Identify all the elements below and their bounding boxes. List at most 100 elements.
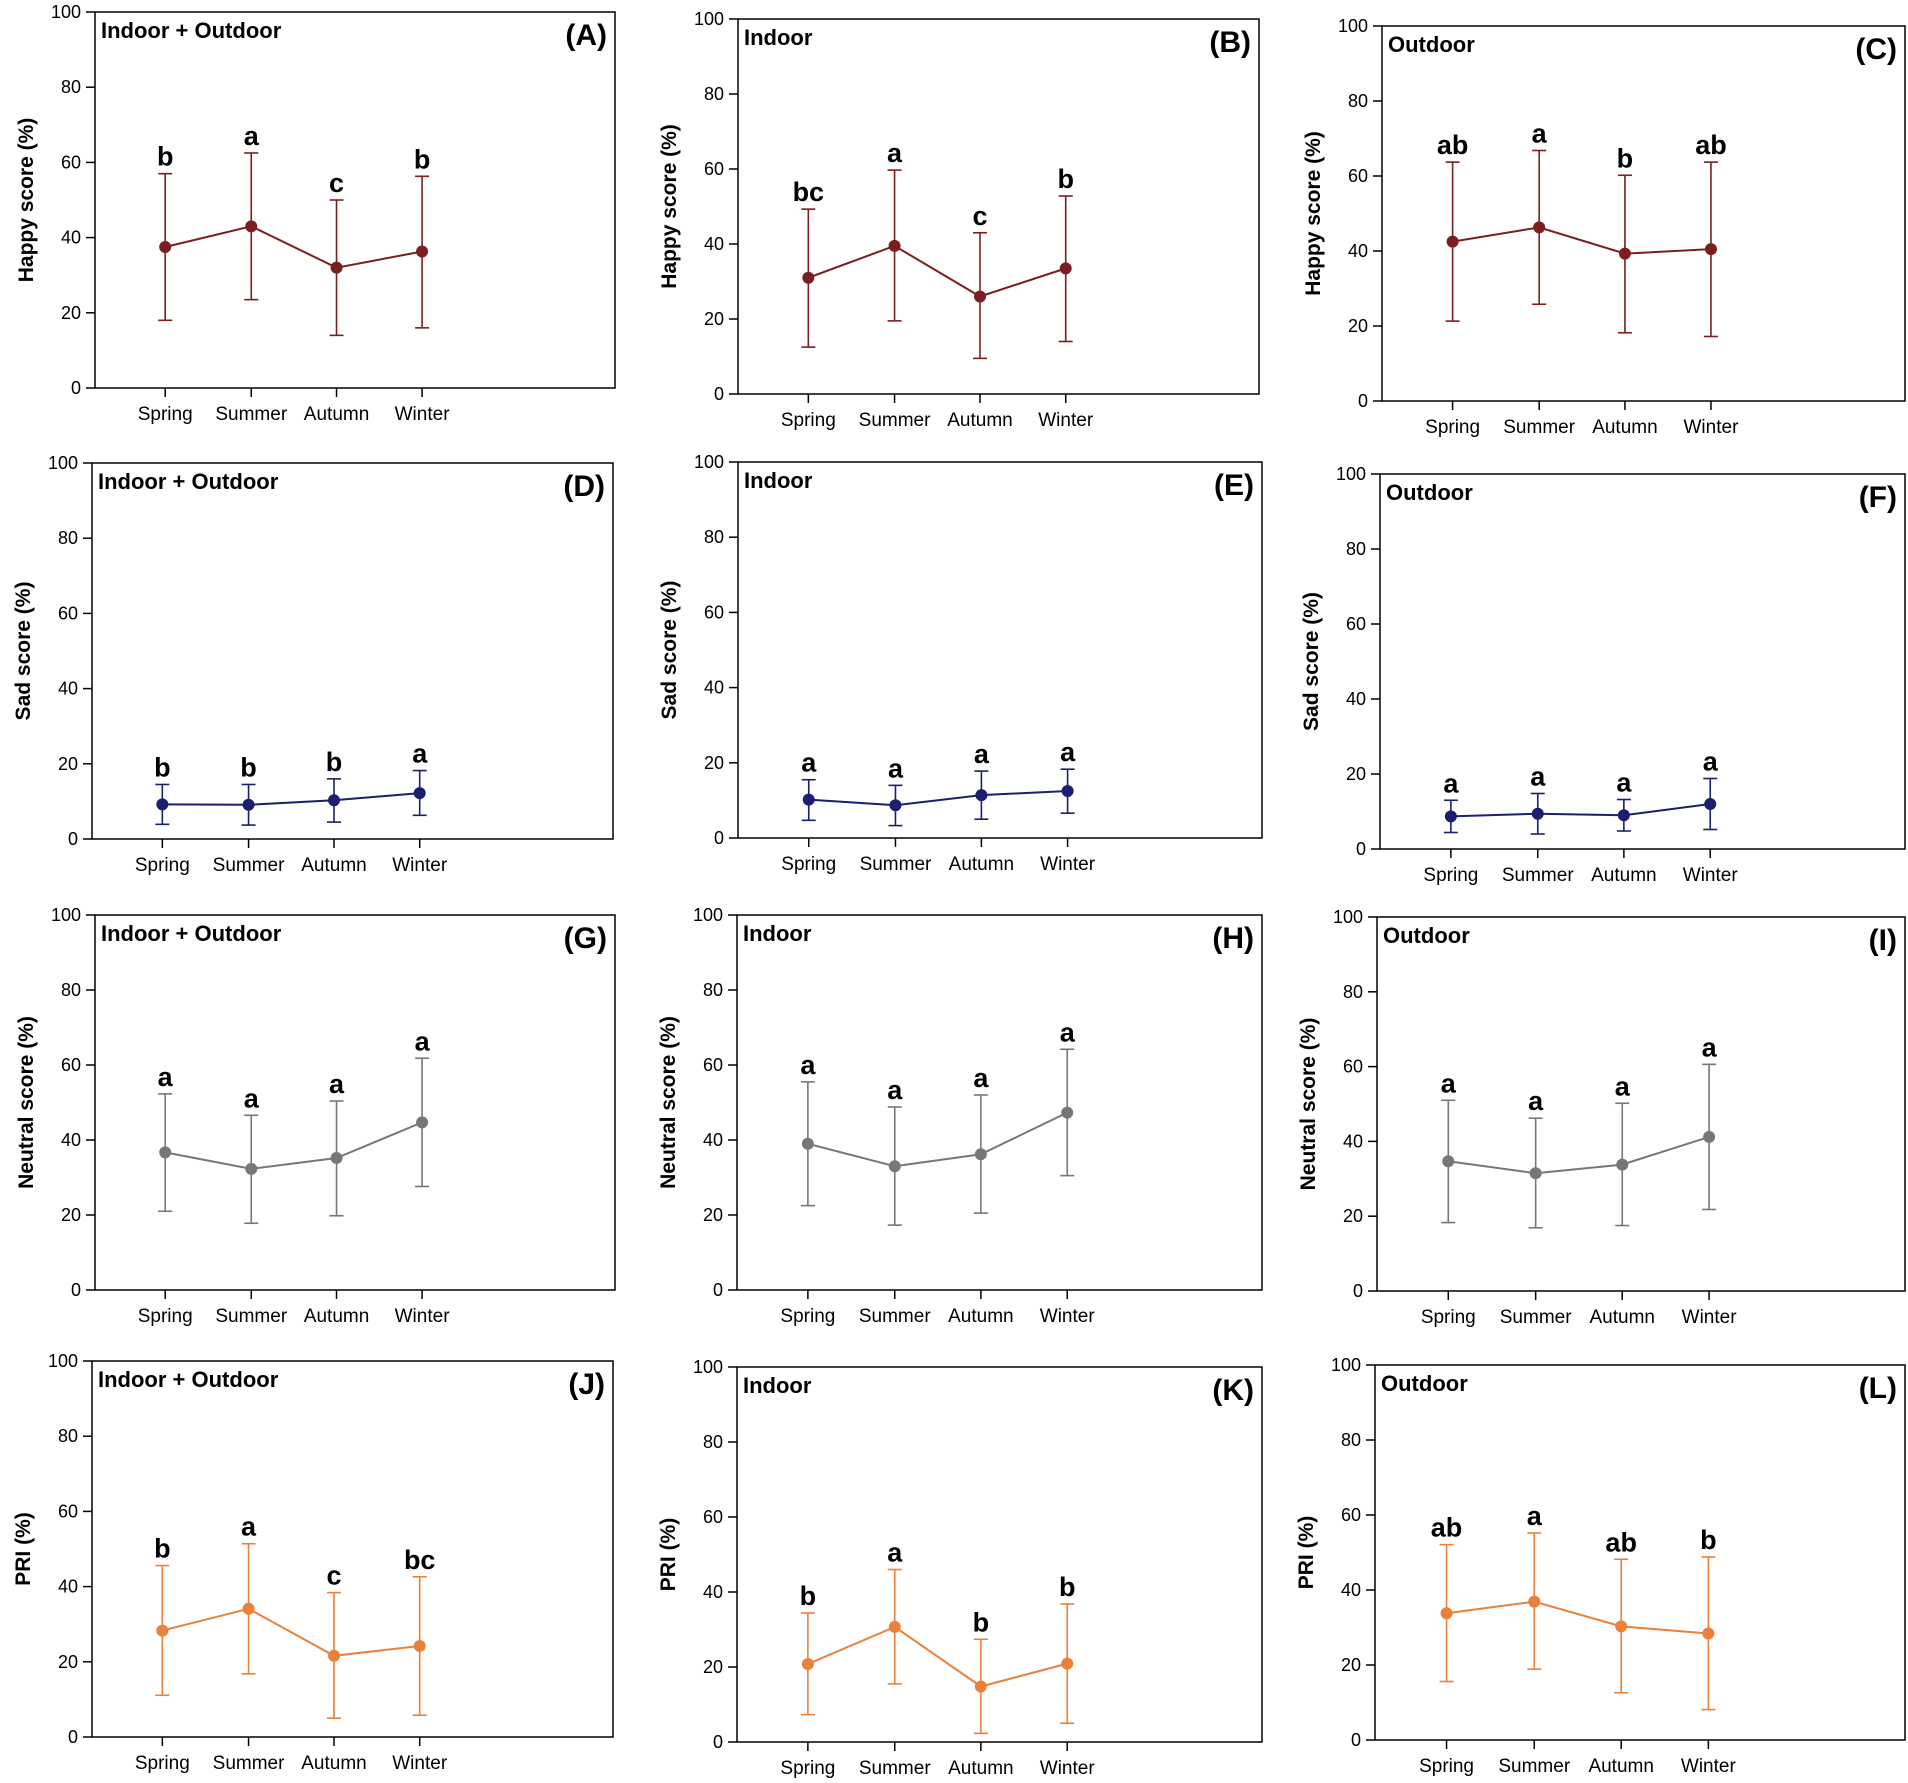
x-tick-label: Autumn — [948, 1758, 1013, 1779]
y-tick-label: 40 — [58, 1577, 78, 1597]
data-point — [160, 1147, 171, 1158]
significance-letter: b — [414, 144, 431, 174]
y-tick-label: 40 — [704, 678, 724, 698]
data-point — [157, 799, 168, 810]
panel-group-title: Indoor + Outdoor — [101, 18, 282, 43]
y-tick-label: 20 — [703, 1205, 723, 1225]
x-tick-label: Spring — [1419, 1756, 1474, 1777]
x-tick-label: Spring — [138, 1306, 193, 1327]
panel-label: (K) — [1212, 1374, 1254, 1407]
data-point — [1441, 1608, 1452, 1619]
y-tick-label: 60 — [703, 1055, 723, 1075]
data-point — [157, 1625, 168, 1636]
y-tick-label: 0 — [1351, 1730, 1361, 1750]
panel-label: (D) — [563, 470, 605, 503]
significance-letter: a — [1527, 1501, 1543, 1531]
y-tick-label: 40 — [1343, 1131, 1363, 1151]
data-point — [329, 795, 340, 806]
panel-group-title: Indoor + Outdoor — [101, 921, 282, 946]
data-point — [1617, 1159, 1628, 1170]
series-line — [165, 1122, 422, 1169]
y-tick-label: 20 — [703, 1657, 723, 1677]
y-axis-label: Neutral score (%) — [657, 1016, 680, 1189]
y-tick-label: 60 — [703, 1507, 723, 1527]
panel-j: 0 20 40 60 80 100 Spring Summer Autumn Winter PRI … — [12, 1351, 613, 1774]
data-point — [975, 1681, 986, 1692]
y-tick-label: 100 — [48, 453, 78, 473]
y-tick-label: 100 — [694, 9, 724, 29]
y-tick-label: 60 — [1341, 1505, 1361, 1525]
x-tick-label: Spring — [138, 404, 193, 425]
data-point — [417, 246, 428, 257]
x-tick-label: Autumn — [304, 404, 369, 425]
significance-letter: a — [158, 1062, 174, 1092]
y-tick-label: 100 — [48, 1351, 78, 1371]
data-point — [1443, 1156, 1454, 1167]
x-tick-label: Summer — [1503, 417, 1575, 438]
series-line — [162, 793, 419, 805]
x-tick-label: Winter — [395, 1306, 451, 1327]
data-point — [1532, 808, 1543, 819]
y-tick-label: 20 — [61, 303, 81, 323]
y-tick-label: 80 — [58, 528, 78, 548]
y-tick-label: 40 — [61, 1130, 81, 1150]
data-point — [243, 799, 254, 810]
y-tick-label: 80 — [1348, 91, 1368, 111]
significance-letter: a — [1615, 1071, 1631, 1101]
y-tick-label: 60 — [61, 1055, 81, 1075]
y-tick-label: 100 — [51, 905, 81, 925]
data-point — [976, 790, 987, 801]
y-tick-label: 20 — [1343, 1206, 1363, 1226]
significance-letter: b — [800, 1581, 817, 1611]
y-tick-label: 100 — [51, 2, 81, 22]
x-tick-label: Winter — [1040, 1306, 1096, 1327]
significance-letter: a — [1060, 1017, 1076, 1047]
data-point — [1616, 1621, 1627, 1632]
significance-letter: c — [326, 1561, 341, 1591]
x-tick-label: Summer — [213, 1753, 285, 1774]
y-tick-label: 100 — [1338, 16, 1368, 36]
y-tick-label: 0 — [1358, 391, 1368, 411]
y-axis-label: PRI (%) — [12, 1512, 35, 1586]
panel-group-title: Indoor + Outdoor — [98, 1367, 279, 1392]
x-tick-label: Winter — [1040, 1758, 1096, 1779]
data-point — [1062, 1107, 1073, 1118]
x-tick-label: Autumn — [301, 1753, 366, 1774]
significance-letter: bc — [793, 177, 825, 207]
y-tick-label: 60 — [1346, 614, 1366, 634]
plot-frame — [1380, 474, 1905, 849]
y-axis-label: Happy score (%) — [15, 118, 38, 283]
y-tick-label: 40 — [703, 1582, 723, 1602]
y-tick-label: 100 — [694, 452, 724, 472]
significance-letter: b — [157, 142, 174, 172]
y-tick-label: 100 — [1331, 1355, 1361, 1375]
significance-letter: a — [244, 1083, 260, 1113]
x-tick-label: Summer — [1498, 1756, 1570, 1777]
y-axis-label: Neutral score (%) — [15, 1016, 38, 1189]
y-tick-label: 0 — [713, 1732, 723, 1752]
y-tick-label: 20 — [704, 753, 724, 773]
y-tick-label: 80 — [1343, 982, 1363, 1002]
x-tick-label: Autumn — [1591, 865, 1656, 886]
data-point — [243, 1603, 254, 1614]
significance-letter: b — [1059, 1572, 1076, 1602]
y-tick-label: 80 — [61, 980, 81, 1000]
x-tick-label: Winter — [1684, 417, 1740, 438]
y-tick-label: 20 — [1346, 764, 1366, 784]
panel-d: 020406080100Spring Summer Autumn WinterSad … — [12, 453, 613, 876]
data-point — [1062, 1658, 1073, 1669]
x-tick-label: Spring — [135, 1753, 190, 1774]
x-tick-label: Autumn — [304, 1306, 369, 1327]
data-point — [1060, 263, 1071, 274]
y-tick-label: 40 — [58, 679, 78, 699]
significance-letter: a — [888, 753, 904, 783]
significance-letter: a — [973, 1063, 989, 1093]
panel-label: (J) — [568, 1368, 605, 1401]
data-point — [802, 1138, 813, 1149]
y-tick-label: 60 — [61, 152, 81, 172]
panel-group-title: Indoor — [744, 25, 813, 50]
significance-letter: a — [800, 1050, 816, 1080]
y-axis-label: Happy score (%) — [658, 124, 681, 289]
y-tick-label: 80 — [703, 980, 723, 1000]
figure: 0 20 40 60 80 100 Spring Summer Autumn Winter Happ… — [0, 0, 1908, 1783]
